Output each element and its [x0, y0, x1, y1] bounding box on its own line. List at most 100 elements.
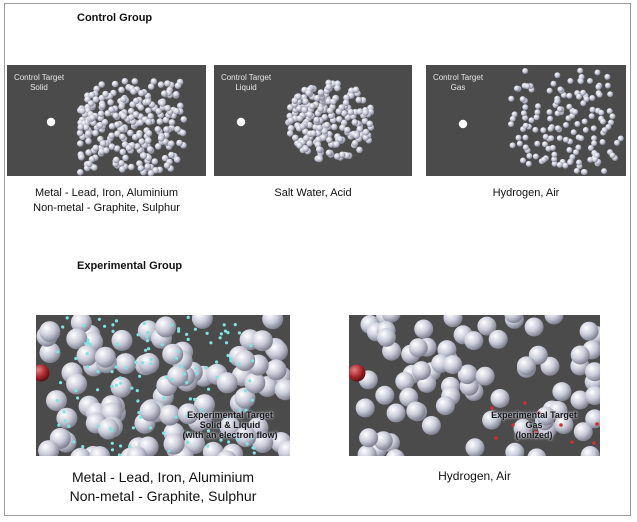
- particle: [532, 126, 539, 133]
- particle: [127, 107, 135, 115]
- particle: [110, 376, 132, 398]
- particle: [119, 166, 126, 173]
- electron: [61, 325, 65, 329]
- electron: [56, 350, 60, 354]
- electron: [137, 411, 141, 415]
- particle: [111, 329, 133, 351]
- particle: [356, 146, 363, 154]
- particle: [156, 118, 164, 125]
- electron: [117, 453, 121, 456]
- electron: [142, 321, 147, 326]
- electron: [110, 448, 115, 452]
- electron: [119, 444, 123, 448]
- electron: [81, 445, 85, 449]
- particle: [508, 121, 514, 128]
- particle: [118, 86, 125, 94]
- particle: [131, 78, 139, 85]
- electron: [232, 414, 236, 418]
- particle: [547, 115, 554, 122]
- particle: [163, 162, 171, 169]
- particle: [579, 321, 599, 341]
- particle: [77, 124, 84, 131]
- particle: [321, 127, 328, 135]
- particle: [168, 119, 176, 126]
- particle: [88, 91, 96, 99]
- particle: [356, 125, 364, 133]
- particle: [320, 134, 327, 141]
- particle: [475, 366, 495, 386]
- electron: [74, 389, 78, 393]
- experimental-solid-liquid-panel: Experimental Target Solid & Liquid (with…: [36, 315, 290, 456]
- caption-line: Non-metal - Graphite, Sulphur: [33, 202, 180, 214]
- solid-liquid-electron-flow: [36, 315, 290, 456]
- particle: [164, 80, 171, 87]
- particle: [556, 135, 563, 142]
- particle: [164, 104, 171, 112]
- particle: [306, 111, 313, 118]
- particle: [592, 156, 599, 163]
- electron: [59, 381, 63, 385]
- electron: [233, 323, 237, 327]
- control-gas-caption: Hydrogen, Air: [426, 186, 626, 201]
- particle: [287, 117, 295, 124]
- particle: [591, 140, 598, 147]
- experimental-gas-caption: Hydrogen, Air: [349, 469, 600, 484]
- electron: [229, 356, 233, 360]
- particle: [522, 122, 529, 129]
- particle: [96, 121, 104, 129]
- electron: [128, 444, 132, 448]
- particle: [581, 118, 588, 125]
- electron: [74, 356, 78, 361]
- particle: [152, 167, 159, 174]
- electron: [103, 324, 107, 328]
- particle: [598, 109, 605, 116]
- particle: [533, 114, 540, 121]
- particle: [547, 125, 554, 132]
- electron: [182, 372, 187, 376]
- particle: [128, 114, 135, 121]
- particle: [137, 119, 144, 126]
- particle: [127, 129, 134, 137]
- particle: [355, 398, 375, 418]
- electron: [177, 327, 181, 331]
- particle: [154, 126, 162, 133]
- electron: [229, 359, 233, 363]
- particle: [580, 89, 587, 96]
- particle: [546, 87, 553, 94]
- particle: [154, 143, 162, 150]
- particle: [395, 371, 415, 391]
- electron: [227, 440, 231, 444]
- projectile-particle: [36, 364, 50, 382]
- electron: [55, 399, 59, 403]
- particle: [356, 108, 364, 115]
- particle: [551, 151, 558, 158]
- particle: [315, 136, 322, 143]
- particle: [557, 86, 564, 93]
- electron: [226, 415, 230, 419]
- particle: [317, 89, 325, 96]
- electron: [209, 341, 213, 345]
- particle: [194, 394, 215, 416]
- ion: [523, 401, 527, 405]
- particle: [89, 446, 111, 456]
- electron: [111, 323, 115, 327]
- particle: [296, 115, 304, 122]
- electron: [185, 332, 189, 336]
- particle: [580, 446, 600, 456]
- projectile-particle: [458, 119, 468, 129]
- particle: [408, 338, 428, 358]
- particle: [549, 144, 556, 151]
- particle: [522, 144, 529, 151]
- particle: [216, 372, 238, 394]
- particle: [351, 119, 359, 126]
- particle: [108, 132, 115, 139]
- particle: [301, 106, 308, 114]
- ion: [537, 411, 541, 415]
- electron: [223, 329, 228, 333]
- particle: [139, 400, 161, 422]
- particle: [265, 359, 287, 381]
- particle: [112, 112, 120, 119]
- control-gas-panel: Control Target Gas: [426, 65, 626, 176]
- electron: [149, 426, 153, 430]
- particle: [464, 331, 484, 351]
